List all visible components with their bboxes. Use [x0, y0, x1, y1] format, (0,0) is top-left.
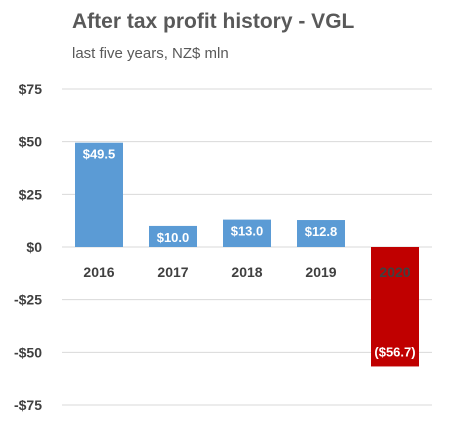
y-tick-label: $25 [19, 186, 43, 202]
x-tick-label: 2016 [83, 264, 114, 280]
data-label: ($56.7) [374, 344, 415, 359]
y-tick-label: -$75 [14, 397, 42, 413]
y-tick-label: -$50 [14, 344, 42, 360]
chart-title: After tax profit history - VGL [72, 10, 355, 33]
y-tick-label: -$25 [14, 292, 42, 308]
x-tick-label: 2018 [231, 264, 262, 280]
bar-2017 [149, 225, 197, 247]
data-label: $49.5 [83, 147, 116, 162]
bar-2016 [75, 142, 123, 247]
y-tick-label: $0 [26, 239, 42, 255]
y-tick-label: $75 [19, 81, 43, 97]
bar-2018 [223, 219, 271, 247]
data-label: $12.8 [305, 224, 338, 239]
data-label: $10.0 [157, 230, 190, 245]
chart-subtitle: last five years, NZ$ mln [72, 45, 229, 62]
bar-2019 [297, 220, 345, 247]
bar-2020 [371, 247, 419, 367]
x-tick-label: 2019 [305, 264, 336, 280]
y-tick-label: $50 [19, 134, 43, 150]
x-tick-label: 2017 [157, 264, 188, 280]
x-tick-label: 2020 [379, 264, 410, 280]
data-label: $13.0 [231, 224, 264, 239]
